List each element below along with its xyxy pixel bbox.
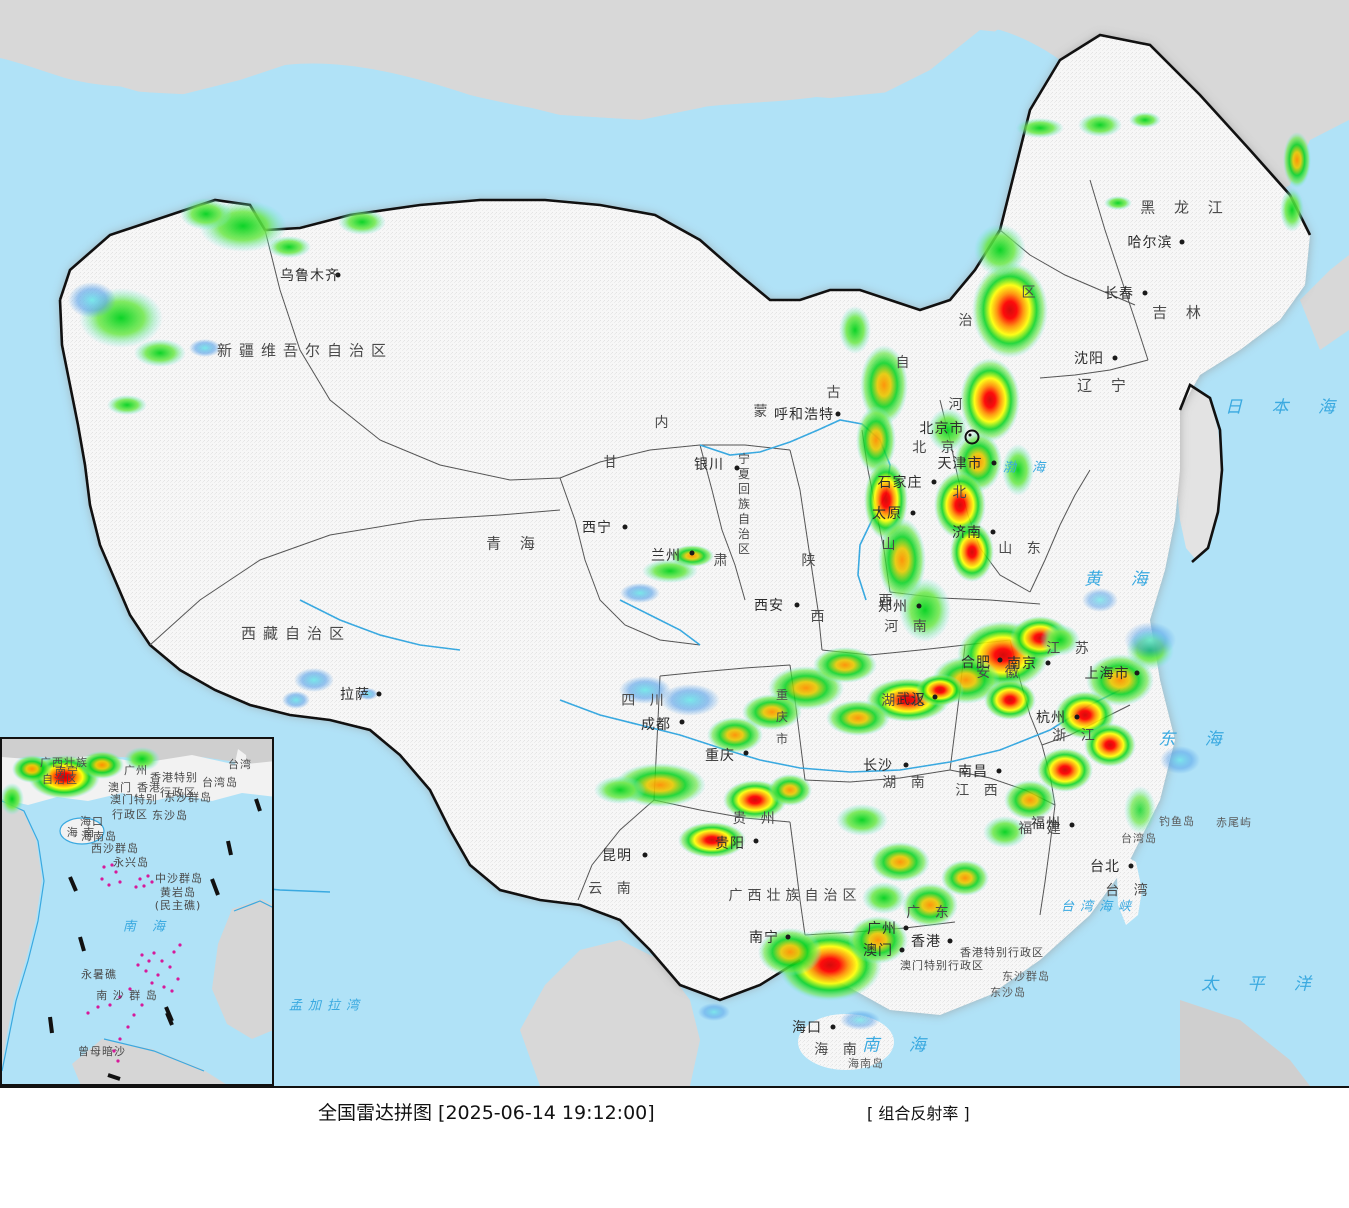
city-dot-27 — [1179, 239, 1185, 245]
city-dot-28 — [903, 925, 909, 931]
city-dot-32 — [830, 1024, 836, 1030]
city-dot-11 — [642, 852, 648, 858]
south-china-sea-inset[interactable]: 广西壮族 自治区 南宁 广州 香港 澳门 香港特别 行政区 澳门特别 行政区 台湾 台湾岛 东沙群岛 东沙… — [0, 737, 274, 1086]
city-dot-31 — [899, 947, 905, 953]
city-dot-19 — [1069, 822, 1075, 828]
city-dot-21 — [990, 529, 996, 535]
radar-map[interactable]: 新疆维吾尔自治区 西藏自治区青 海甘肃内蒙古自治区黑 龙 江吉 林辽 宁河北山西山… — [0, 0, 1349, 1086]
city-dot-30 — [947, 938, 953, 944]
city-dot-15 — [997, 657, 1003, 663]
city-dot-26 — [1142, 290, 1148, 296]
city-dot-8 — [679, 719, 685, 725]
beijing-capital-icon — [964, 429, 980, 445]
city-dot-23 — [931, 479, 937, 485]
city-dot-13 — [996, 768, 1002, 774]
city-dot-10 — [753, 838, 759, 844]
city-dot-3 — [689, 550, 695, 556]
city-dot-17 — [1134, 670, 1140, 676]
city-dot-9 — [743, 750, 749, 756]
legend-title: 全国雷达拼图 [2025-06-14 19:12:00] — [318, 1102, 655, 1124]
city-dot-5 — [835, 411, 841, 417]
city-dot-12 — [903, 762, 909, 768]
legend-product-label: [ 组合反射率 ] — [867, 1104, 970, 1123]
city-dot-2 — [622, 524, 628, 530]
city-dot-24 — [910, 510, 916, 516]
city-dot-7 — [916, 603, 922, 609]
city-dot-20 — [1128, 863, 1134, 869]
city-dot-18 — [1074, 714, 1080, 720]
city-dot-22 — [991, 460, 997, 466]
city-dot-4 — [734, 465, 740, 471]
city-dot-25 — [1112, 355, 1118, 361]
city-dot-1 — [376, 691, 382, 697]
city-dot-14 — [932, 694, 938, 700]
city-dot-0 — [335, 272, 341, 278]
city-dot-6 — [794, 602, 800, 608]
inset-geometry — [2, 739, 272, 1084]
radar-echo-layer — [68, 112, 1311, 1030]
city-dot-16 — [1045, 660, 1051, 666]
city-dot-29 — [785, 934, 791, 940]
legend-panel: 全国雷达拼图 [2025-06-14 19:12:00] [ 组合反射率 ] 5… — [0, 1086, 1349, 1208]
